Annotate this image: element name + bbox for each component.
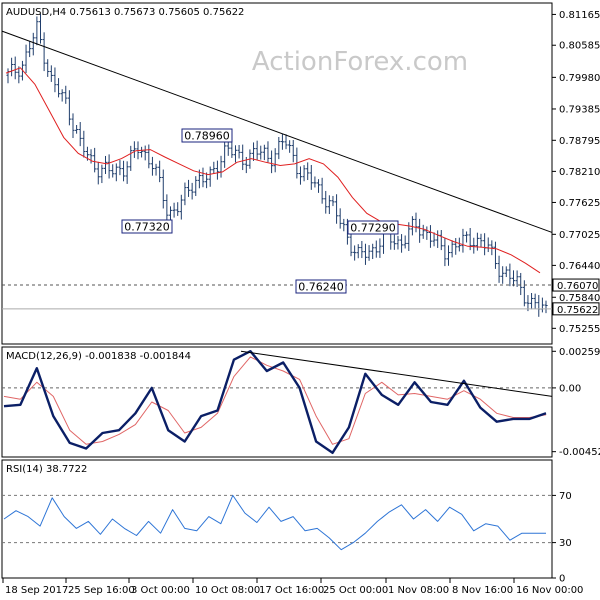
price-y-tick-label: 0.76440 xyxy=(559,261,600,272)
x-tick-label: 17 Oct 16:00 xyxy=(259,585,324,596)
price-y-tick-label: 0.75840 xyxy=(559,293,600,304)
price-annotation-box xyxy=(121,219,173,234)
x-tick-label: 1 Nov 08:00 xyxy=(388,585,449,596)
x-tick-label: 16 Nov 00:00 xyxy=(516,585,583,596)
moving-average-line xyxy=(5,67,541,274)
price-annotation-box xyxy=(347,220,399,235)
rsi-y-tick-label: 30 xyxy=(559,538,572,549)
price-annotation-label: 0.78960 xyxy=(184,130,230,143)
price-level-label: 0.76070 xyxy=(557,281,598,292)
macd-signal-line xyxy=(3,356,547,445)
price-y-tick-label: 0.80585 xyxy=(559,41,600,52)
price-level-box xyxy=(552,302,600,316)
price-y-tick-label: 0.78795 xyxy=(559,136,600,147)
price-y-tick-label: 0.77025 xyxy=(559,230,600,241)
watermark: ActionForex.com xyxy=(252,47,468,77)
price-panel-frame xyxy=(1,2,553,345)
price-annotation-label: 0.77290 xyxy=(350,222,396,235)
price-trendline xyxy=(1,30,553,233)
x-tick-label: 25 Sep 16:00 xyxy=(68,585,135,596)
macd-header: MACD(12,26,9) -0.001838 -0.001844 xyxy=(6,351,191,362)
price-header: AUDUSD,H4 0.75613 0.75673 0.75605 0.7562… xyxy=(6,7,244,18)
price-y-tick-label: 0.75255 xyxy=(559,324,600,335)
rsi-line xyxy=(3,494,546,551)
macd-trendline xyxy=(240,350,553,397)
rsi-header: RSI(14) 38.7722 xyxy=(6,464,87,475)
macd-panel-frame xyxy=(1,346,553,458)
price-y-tick-label: 0.78210 xyxy=(559,167,600,178)
x-tick-label: 18 Sep 2017 xyxy=(5,585,68,596)
macd-y-tick-label: 0.00 xyxy=(559,383,581,394)
rsi-panel-frame xyxy=(1,459,553,579)
price-y-tick-label: 0.79980 xyxy=(559,73,600,84)
macd-line xyxy=(3,350,547,454)
price-annotation-label: 0.76240 xyxy=(298,281,344,294)
x-tick-label: 25 Oct 00:00 xyxy=(323,585,388,596)
x-tick-label: 8 Nov 16:00 xyxy=(452,585,513,596)
x-tick-label: 3 Oct 00:00 xyxy=(131,585,190,596)
x-tick-label: 10 Oct 08:00 xyxy=(195,585,260,596)
price-annotation-label: 0.77320 xyxy=(124,221,170,234)
rsi-panel: 70 30 0 RSI(14) 38.7722 xyxy=(1,459,572,585)
macd-y-tick-label: -0.004522 xyxy=(559,447,600,458)
price-annotation-box xyxy=(181,128,233,143)
macd-panel: 0.002595 0.00 -0.004522 MACD(12,26,9) -0.00… xyxy=(1,346,600,458)
price-panel: ActionForex.com 0.81165 0.80585 0.79980 0.79… xyxy=(1,2,600,345)
price-level-label: 0.75622 xyxy=(557,305,598,316)
x-axis: 18 Sep 2017 25 Sep 16:003 Oct 00:00 10 Oct… xyxy=(2,578,583,596)
rsi-y-tick-label: 0 xyxy=(559,574,565,585)
price-y-tick-label: 0.81165 xyxy=(559,10,600,21)
price-y-tick-label: 0.79385 xyxy=(559,104,600,115)
price-y-tick-label: 0.77625 xyxy=(559,198,600,209)
price-annotation-box xyxy=(295,279,347,294)
rsi-y-tick-label: 70 xyxy=(559,491,572,502)
macd-y-tick-label: 0.002595 xyxy=(559,347,600,358)
price-level-box xyxy=(552,278,600,292)
